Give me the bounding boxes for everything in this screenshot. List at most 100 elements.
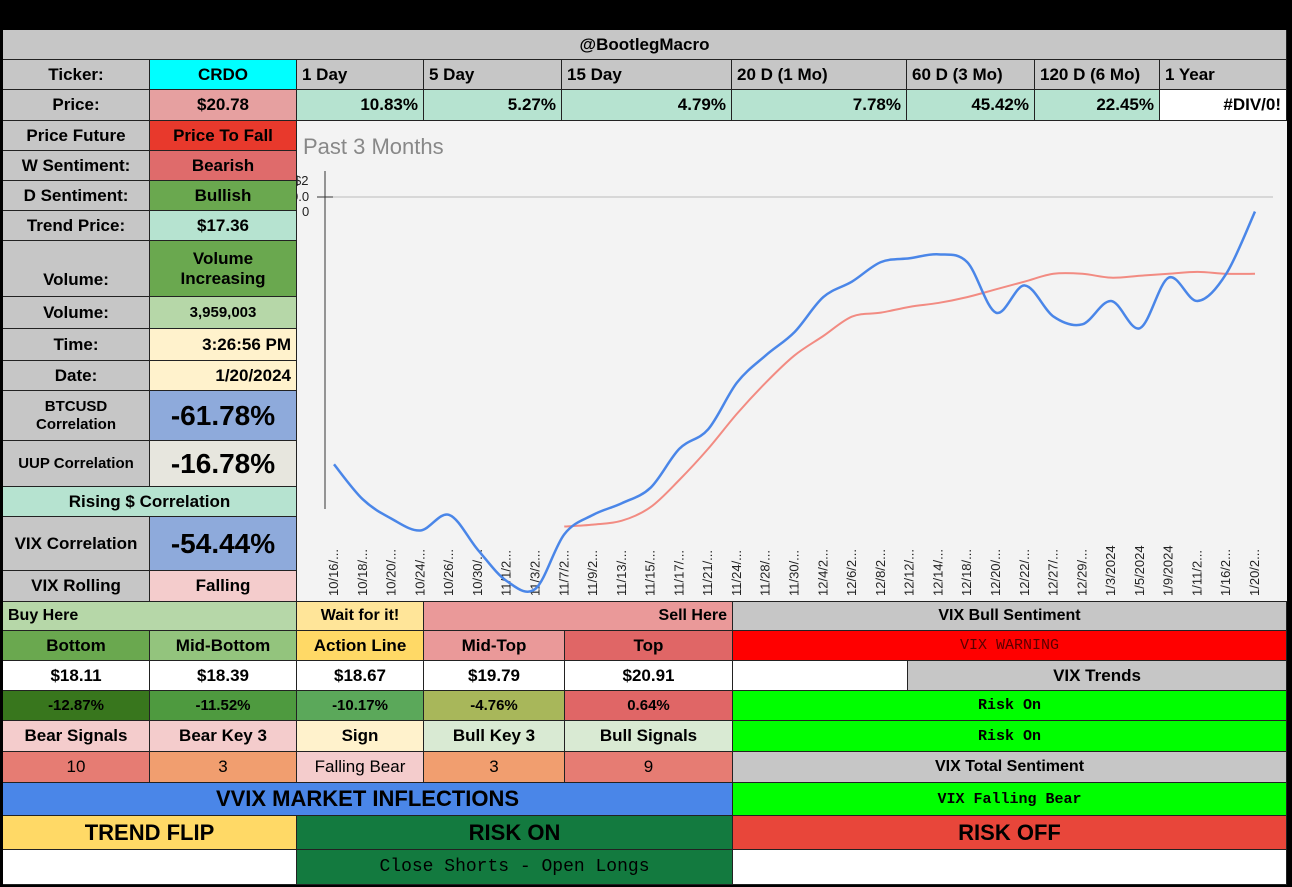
- chart-x-tick-label: 10/20/...: [384, 549, 399, 596]
- level-pct-bottom: -12.87%: [3, 691, 150, 721]
- chart-x-tick-label: 12/8/2...: [873, 549, 888, 596]
- btc-correlation-label: BTCUSD Correlation: [3, 391, 150, 441]
- return-5d: 5.27%: [424, 90, 562, 121]
- chart-x-tick-label: 1/20/2...: [1247, 549, 1262, 596]
- chart-x-tick-label: 1/9/2024: [1161, 545, 1176, 596]
- level-price-bottom: $18.11: [3, 661, 150, 691]
- chart-title: Past 3 Months: [303, 134, 444, 159]
- sell-here-label: Sell Here: [424, 602, 733, 631]
- risk-off-label: RISK OFF: [733, 816, 1287, 850]
- level-price-mid-top: $19.79: [424, 661, 565, 691]
- level-price-top: $20.91: [565, 661, 733, 691]
- trend-flip-label: TREND FLIP: [3, 816, 297, 850]
- moving-average-line: [564, 270, 1256, 528]
- price-value: $20.78: [150, 90, 297, 121]
- vix-total-sentiment-label: VIX Total Sentiment: [733, 752, 1287, 783]
- period-20d: 20 D (1 Mo): [732, 60, 907, 90]
- ticker-label: Ticker:: [3, 60, 150, 90]
- chart-x-tick-label: 12/27/...: [1046, 549, 1061, 596]
- signal-header-bear: Bear Signals: [3, 721, 150, 752]
- vix-blank-cell: [733, 661, 908, 691]
- level-pct-mid-top: -4.76%: [424, 691, 565, 721]
- vix-rolling-value: Falling: [150, 571, 297, 602]
- trend-price-value: $17.36: [150, 211, 297, 241]
- level-price-action-line: $18.67: [297, 661, 424, 691]
- signal-header-bear-key: Bear Key 3: [150, 721, 297, 752]
- level-header-mid-top: Mid-Top: [424, 631, 565, 661]
- period-5d: 5 Day: [424, 60, 562, 90]
- chart-x-tick-label: 10/30/...: [470, 549, 485, 596]
- date-value: 1/20/2024: [150, 361, 297, 391]
- uup-correlation-label: UUP Correlation: [3, 441, 150, 487]
- chart-y-tick-label: 0: [302, 204, 309, 219]
- price-label: Price:: [3, 90, 150, 121]
- vix-trend-1: Risk On: [733, 691, 1287, 721]
- vix-trend-2: Risk On: [733, 721, 1287, 752]
- chart-x-tick-label: 12/4/2...: [815, 549, 830, 596]
- chart-x-tick-label: 12/12/...: [902, 549, 917, 596]
- level-pct-top: 0.64%: [565, 691, 733, 721]
- price-line: [333, 211, 1257, 594]
- level-header-mid-bottom: Mid-Bottom: [150, 631, 297, 661]
- chart-x-tick-label: 12/22/...: [1017, 549, 1032, 596]
- chart-x-labels: 10/16/... 10/18/... 10/20/... 10/24/... 10/2…: [326, 545, 1262, 596]
- d-sentiment-value: Bullish: [150, 181, 297, 211]
- chart-x-tick-label: 11/28/...: [758, 550, 773, 596]
- chart-x-tick-label: 10/16/...: [326, 549, 341, 596]
- signal-value-bear: 10: [3, 752, 150, 783]
- trend-flip-action: [3, 850, 297, 885]
- chart-x-tick-label: 11/24/...: [729, 550, 744, 596]
- level-header-top: Top: [565, 631, 733, 661]
- chart-x-tick-label: 11/7/2...: [556, 550, 571, 596]
- price-future-value: Price To Fall: [150, 121, 297, 151]
- chart-x-tick-label: 1/16/2...: [1218, 549, 1233, 596]
- trend-price-label: Trend Price:: [3, 211, 150, 241]
- chart-y-tick-label: 0.0: [297, 189, 309, 204]
- level-pct-action-line: -10.17%: [297, 691, 424, 721]
- vix-correlation-label: VIX Correlation: [3, 517, 150, 571]
- chart-x-tick-label: 12/20/...: [988, 549, 1003, 596]
- uup-correlation-value: -16.78%: [150, 441, 297, 487]
- wait-label: Wait for it!: [297, 602, 424, 631]
- chart-x-tick-label: 10/18/...: [355, 549, 370, 596]
- rising-correlation-label: Rising $ Correlation: [3, 487, 297, 517]
- signal-value-bull: 9: [565, 752, 733, 783]
- period-120d: 120 D (6 Mo): [1035, 60, 1160, 90]
- period-1y: 1 Year: [1160, 60, 1287, 90]
- btc-correlation-value: -61.78%: [150, 391, 297, 441]
- return-120d: 22.45%: [1035, 90, 1160, 121]
- signal-value-sign: Falling Bear: [297, 752, 424, 783]
- chart-x-tick-label: 11/30/...: [787, 550, 802, 596]
- date-label: Date:: [3, 361, 150, 391]
- chart-x-tick-label: 11/21/...: [700, 550, 715, 596]
- vix-bull-sentiment-label: VIX Bull Sentiment: [733, 602, 1287, 631]
- w-sentiment-value: Bearish: [150, 151, 297, 181]
- ticker-value[interactable]: CRDO: [150, 60, 297, 90]
- vix-rolling-label: VIX Rolling: [3, 571, 150, 602]
- chart-x-tick-label: 1/5/2024: [1132, 545, 1147, 596]
- level-pct-mid-bottom: -11.52%: [150, 691, 297, 721]
- chart-x-tick-label: 11/13/...: [614, 550, 629, 596]
- volume-value: 3,959,003: [150, 297, 297, 329]
- time-label: Time:: [3, 329, 150, 361]
- vix-trends-label: VIX Trends: [908, 661, 1287, 691]
- period-15d: 15 Day: [562, 60, 732, 90]
- level-price-mid-bottom: $18.39: [150, 661, 297, 691]
- volume-status-label: Volume:: [3, 241, 150, 297]
- buy-here-label: Buy Here: [3, 602, 297, 631]
- chart-x-tick-label: 12/14/...: [930, 549, 945, 596]
- vvix-title: VVIX MARKET INFLECTIONS: [3, 783, 733, 816]
- volume-label: Volume:: [3, 297, 150, 329]
- signal-value-bear-key: 3: [150, 752, 297, 783]
- return-1y: #DIV/0!: [1160, 90, 1287, 121]
- chart-x-tick-label: 10/24/...: [412, 549, 427, 596]
- period-1d: 1 Day: [297, 60, 424, 90]
- header-title: @BootlegMacro: [3, 30, 1287, 60]
- chart-x-tick-label: 11/1/2...: [499, 550, 514, 596]
- return-15d: 4.79%: [562, 90, 732, 121]
- w-sentiment-label: W Sentiment:: [3, 151, 150, 181]
- signal-header-bull-key: Bull Key 3: [424, 721, 565, 752]
- chart-x-tick-label: 12/18/...: [959, 549, 974, 596]
- time-value: 3:26:56 PM: [150, 329, 297, 361]
- chart-y-tick-label: $2: [297, 173, 308, 188]
